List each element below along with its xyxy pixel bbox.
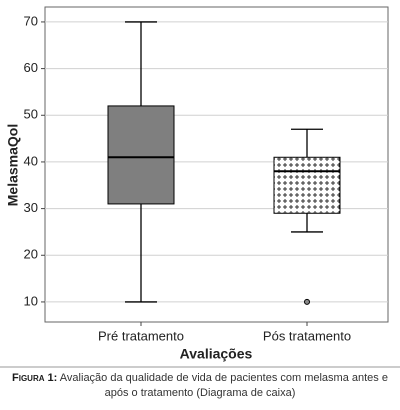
- box: [273, 156, 341, 214]
- x-tick-label: Pós tratamento: [263, 328, 351, 343]
- y-axis-title: MelasmaQol: [5, 124, 21, 206]
- y-tick-label: 50: [24, 107, 38, 122]
- box: [107, 105, 175, 205]
- y-tick-label: 30: [24, 200, 38, 215]
- y-tick-label: 10: [24, 293, 38, 308]
- caption-label: Figura 1:: [12, 372, 58, 384]
- outlier: [304, 298, 310, 305]
- chart: MelasmaQol Avaliações 10 20 30 40 50 60 70 Pré …: [0, 6, 400, 368]
- y-tick-label: 60: [24, 60, 38, 75]
- y-tick-label: 70: [24, 13, 38, 28]
- x-axis-title: Avaliações: [180, 346, 253, 362]
- y-tick-label: 20: [24, 247, 38, 262]
- caption: Figura 1: Avaliação da qualidade de vida…: [10, 371, 390, 401]
- y-tick-label: 40: [24, 153, 38, 168]
- caption-text: Avaliação da qualidade de vida de pacien…: [59, 372, 388, 399]
- x-tick-label: Pré tratamento: [98, 328, 184, 343]
